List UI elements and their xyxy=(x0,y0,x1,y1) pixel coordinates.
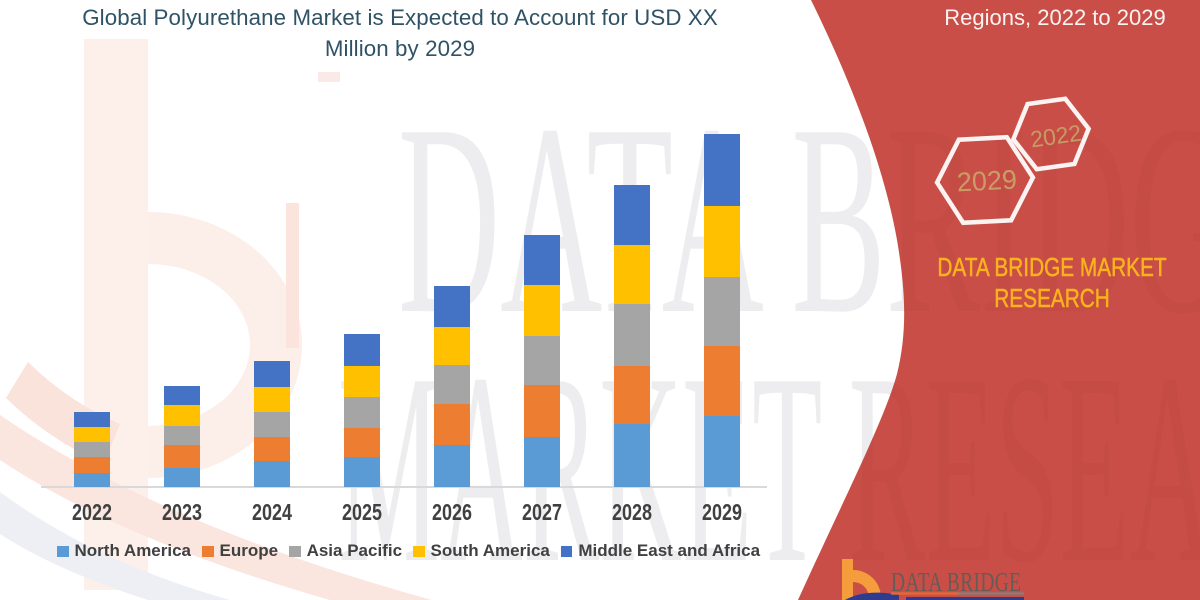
svg-text:2029: 2029 xyxy=(956,164,1018,197)
